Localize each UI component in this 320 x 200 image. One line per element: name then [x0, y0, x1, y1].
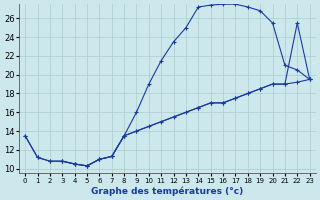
- X-axis label: Graphe des températures (°c): Graphe des températures (°c): [91, 186, 244, 196]
